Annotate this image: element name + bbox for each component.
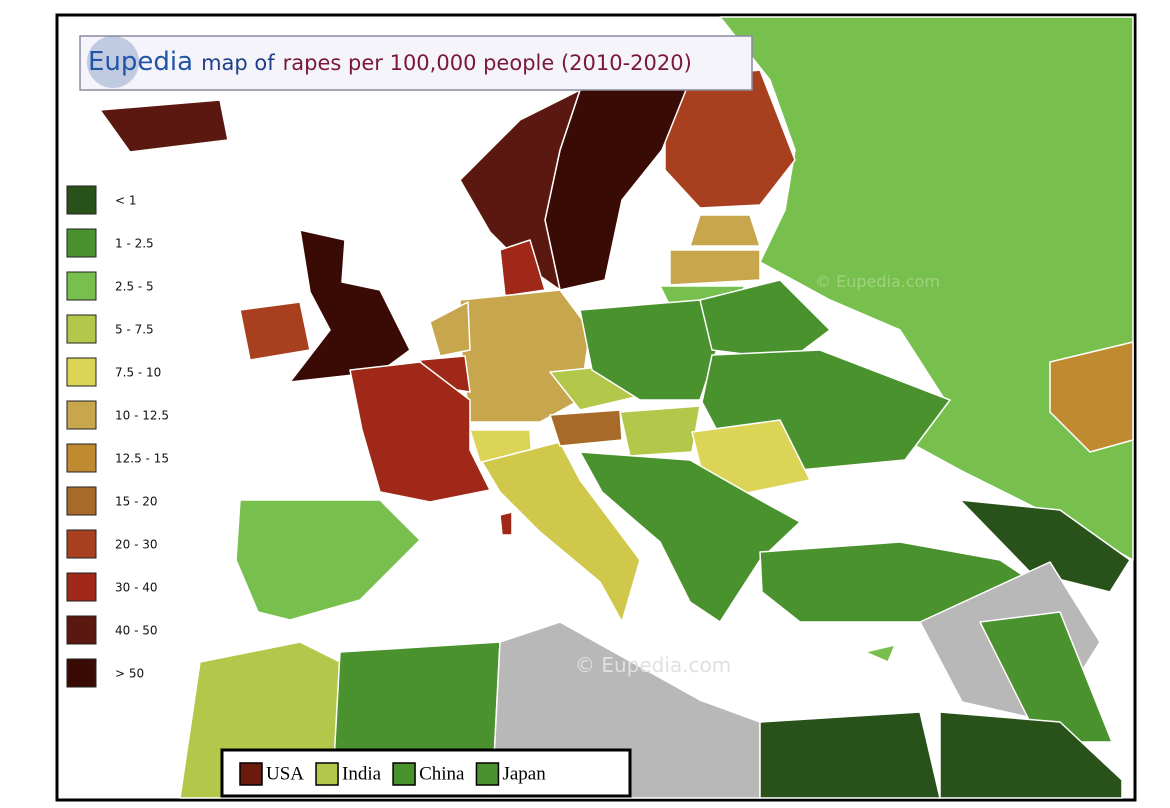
legend-swatch — [475, 762, 500, 786]
legend-label: China — [419, 763, 465, 784]
kazakhstan — [1049, 341, 1134, 453]
legend-swatch — [66, 271, 97, 301]
legend-swatch — [66, 443, 97, 473]
legend-swatch — [66, 615, 97, 645]
corsica — [499, 511, 513, 536]
austria — [549, 409, 623, 447]
denmark — [499, 239, 546, 297]
legend-swatch — [315, 762, 339, 786]
france — [349, 361, 491, 503]
legend-swatch — [66, 658, 97, 688]
title-brand: Eupedia — [88, 47, 193, 77]
logo-circle — [87, 36, 139, 88]
legend-swatch — [66, 185, 97, 215]
iceland — [99, 99, 229, 153]
legend-label: 15 - 20 — [115, 495, 158, 509]
belarus — [699, 279, 831, 361]
norway — [459, 89, 581, 291]
title-box — [79, 35, 753, 91]
legend-label: 40 - 50 — [115, 624, 158, 638]
watermark: © Eupedia.com — [575, 653, 731, 677]
iberia — [235, 499, 421, 621]
comparison-legend-box — [220, 748, 632, 798]
united-kingdom — [289, 229, 411, 383]
italy — [481, 441, 641, 623]
legend-label: 10 - 12.5 — [115, 409, 169, 423]
legend-swatch — [66, 228, 97, 258]
finland — [664, 69, 796, 209]
legend-label: 2.5 - 5 — [115, 280, 154, 294]
latvia — [669, 249, 761, 286]
title-text: map of — [201, 51, 275, 75]
legend-swatch — [66, 400, 97, 430]
legend-label: USA — [266, 763, 304, 784]
legend-swatch — [66, 314, 97, 344]
comparison-legend: USA India China Japan — [239, 762, 546, 786]
legend-swatch — [66, 529, 97, 559]
legend-label: 5 - 7.5 — [115, 323, 154, 337]
legend-label: 12.5 - 15 — [115, 452, 169, 466]
iraq — [979, 611, 1113, 743]
watermark: © Eupedia.com — [815, 272, 940, 291]
legend-label: > 50 — [115, 667, 144, 681]
legend-label: < 1 — [115, 194, 137, 208]
legend-label: 30 - 40 — [115, 581, 158, 595]
cyprus — [864, 644, 896, 663]
legend-swatch — [66, 572, 97, 602]
legend-label: 1 - 2.5 — [115, 237, 154, 251]
legend-label: Japan — [502, 763, 546, 784]
estonia — [689, 214, 761, 247]
title-text: rapes per 100,000 people (2010-2020) — [283, 51, 692, 75]
germany — [459, 289, 591, 423]
land — [99, 16, 1134, 799]
legend-label: 20 - 30 — [115, 538, 158, 552]
legend-label: 7.5 - 10 — [115, 366, 161, 380]
hungary — [619, 405, 701, 457]
egypt — [759, 711, 941, 799]
legend-swatch — [66, 357, 97, 387]
legend-label: India — [342, 763, 382, 784]
netherlands — [429, 301, 471, 357]
ireland — [239, 301, 311, 361]
title: Eupedia map of rapes per 100,000 people (2… — [88, 47, 692, 77]
legend-swatch — [239, 762, 263, 786]
balkans — [579, 451, 801, 623]
legend-swatch — [66, 486, 97, 516]
legend: < 1 1 - 2.5 2.5 - 5 5 - 7.5 7.5 - 10 10 - 12.… — [66, 185, 169, 688]
saudi-arabia — [939, 711, 1123, 799]
caucasus — [959, 499, 1131, 593]
legend-swatch — [392, 762, 416, 786]
